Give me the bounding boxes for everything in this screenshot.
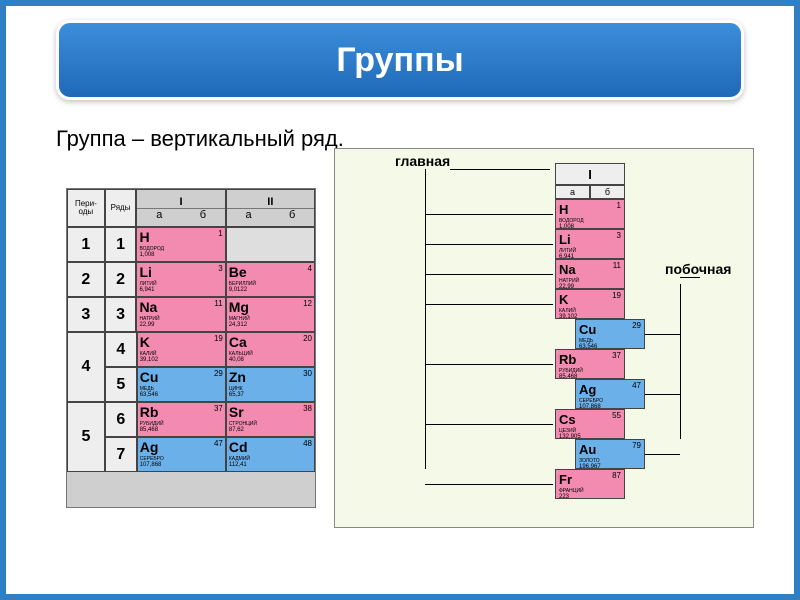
- row-number-cell: 4: [105, 332, 137, 367]
- element-cell: 48CdКАДМИЙ112,41: [226, 437, 315, 472]
- header-cell: Пери-оды: [67, 189, 105, 227]
- callout-line: [425, 244, 553, 245]
- callout-line: [645, 394, 680, 395]
- element-cell: 12MgМАГНИЙ24,312: [226, 297, 315, 332]
- column-elements: 1HВОДОРОД1,0083LiЛИТИЙ6,94111NaНАТРИЙ22,…: [555, 199, 625, 499]
- row-number-cell: 1: [105, 227, 137, 262]
- empty-cell: [226, 227, 315, 262]
- element-cell: 19KКАЛИЙ39,102: [555, 289, 625, 319]
- table-row: 3311NaНАТРИЙ22,9912MgМАГНИЙ24,312: [67, 297, 315, 332]
- period-cell: 4: [67, 332, 105, 402]
- period-cell: 3: [67, 297, 105, 332]
- element-cell: 4BeБЕРИЛЛИЙ9,0122: [226, 262, 315, 297]
- element-cell: 47AgСЕРЕБРО107,868: [575, 379, 645, 409]
- callout-line: [680, 277, 700, 278]
- group-roman: I: [555, 163, 625, 185]
- period-cell: 2: [67, 262, 105, 297]
- element-cell: 1HВОДОРОД1,008: [555, 199, 625, 229]
- element-cell: 20CaКАЛЬЦИЙ40,08: [226, 332, 315, 367]
- label-main: главная: [395, 153, 450, 169]
- row-number-cell: 6: [105, 402, 137, 437]
- label-side: побочная: [665, 261, 731, 277]
- table-row: 5637RbРУБИДИЙ85,46838SrСТРОНЦИЙ87,62: [67, 402, 315, 437]
- element-cell: 19KКАЛИЙ39,102: [137, 332, 226, 367]
- period-cell: 1: [67, 227, 105, 262]
- callout-line: [645, 334, 680, 335]
- callout-line: [425, 214, 553, 215]
- left-header-top: Пери-одыРядыIабIIаб: [67, 189, 315, 227]
- element-cell: 37RbРУБИДИЙ85,468: [555, 349, 625, 379]
- sublabel-a: а: [555, 185, 590, 199]
- sublabel-b: б: [590, 185, 625, 199]
- element-cell: 11NaНАТРИЙ22,99: [555, 259, 625, 289]
- element-cell: 29CuМЕДЬ63,546: [575, 319, 645, 349]
- group-column: I а б 1HВОДОРОД1,0083LiЛИТИЙ6,94111NaНАТ…: [555, 163, 625, 499]
- element-cell: 3LiЛИТИЙ6,941: [555, 229, 625, 259]
- element-cell: 3LiЛИТИЙ6,941: [136, 262, 225, 297]
- left-rows: 111HВОДОРОД1,008223LiЛИТИЙ6,9414BeБЕРИЛЛ…: [67, 227, 315, 472]
- table-row: 111HВОДОРОД1,008: [67, 227, 315, 262]
- row-number-cell: 5: [105, 367, 137, 402]
- callout-line: [680, 284, 681, 439]
- header-cell: Ряды: [105, 189, 137, 227]
- table-row: 4419KКАЛИЙ39,10220CaКАЛЬЦИЙ40,08: [67, 332, 315, 367]
- callout-line: [425, 304, 553, 305]
- element-cell: 55CsЦЕЗИЙ132,905: [555, 409, 625, 439]
- group-header: Iаб: [136, 189, 225, 227]
- element-cell: 87FrФРАНЦИЙ223: [555, 469, 625, 499]
- group-header: IIаб: [226, 189, 315, 227]
- row-number-cell: 7: [105, 437, 137, 472]
- groups-diagram: главная побочная I а б 1HВОДОРОД1,0083Li…: [334, 148, 754, 528]
- callout-line: [425, 484, 553, 485]
- element-cell: 29CuМЕДЬ63,546: [137, 367, 226, 402]
- element-cell: 47AgСЕРЕБРО107,868: [137, 437, 226, 472]
- element-cell: 79AuЗОЛОТО196,967: [575, 439, 645, 469]
- row-number-cell: 3: [105, 297, 137, 332]
- callout-line: [425, 364, 553, 365]
- slide-frame: Группы Группа – вертикальный ряд. Пери-о…: [0, 0, 800, 600]
- callout-line: [425, 274, 553, 275]
- element-cell: 30ZnЦИНК65,37: [226, 367, 315, 402]
- callout-line: [450, 169, 550, 170]
- callout-line: [425, 424, 553, 425]
- element-cell: 38SrСТРОНЦИЙ87,62: [226, 402, 315, 437]
- group-sublabels: а б: [555, 185, 625, 199]
- title-bar: Группы: [56, 20, 744, 100]
- title-text: Группы: [336, 41, 463, 80]
- period-cell: 5: [67, 402, 105, 472]
- element-cell: 37RbРУБИДИЙ85,468: [137, 402, 226, 437]
- table-row: 223LiЛИТИЙ6,9414BeБЕРИЛЛИЙ9,0122: [67, 262, 315, 297]
- callout-line: [645, 454, 680, 455]
- element-cell: 11NaНАТРИЙ22,99: [136, 297, 225, 332]
- element-cell: 1HВОДОРОД1,008: [136, 227, 225, 262]
- row-number-cell: 2: [105, 262, 137, 297]
- content-area: Пери-одыРядыIабIIаб 111HВОДОРОД1,008223L…: [56, 168, 744, 558]
- periodic-fragment: Пери-одыРядыIабIIаб 111HВОДОРОД1,008223L…: [66, 188, 316, 508]
